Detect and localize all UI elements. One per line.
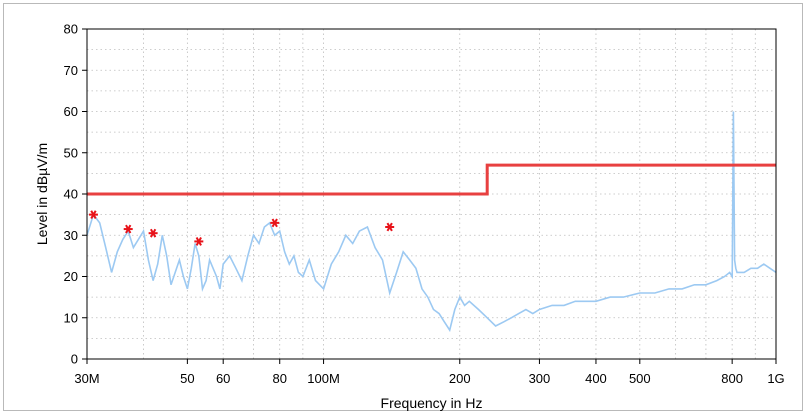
x-tick-label: 60: [216, 371, 230, 386]
marker-stroke: [271, 218, 278, 228]
peak-marker: [88, 210, 98, 220]
peak-marker: [194, 237, 204, 246]
x-tick-label: 100M: [307, 371, 340, 386]
x-tick-label: 80: [272, 371, 286, 386]
y-tick-label: 0: [71, 352, 78, 367]
y-tick-label: 70: [64, 63, 78, 78]
y-tick-label: 60: [64, 104, 78, 119]
x-tick-label: 30M: [74, 371, 99, 386]
y-tick-label: 20: [64, 269, 78, 284]
x-tick-label: 50: [180, 371, 194, 386]
marker-stroke: [195, 237, 202, 246]
y-tick-label: 80: [64, 22, 78, 37]
y-tick-label: 10: [64, 310, 78, 325]
y-tick-label: 30: [64, 228, 78, 243]
x-axis-label: Frequency in Hz: [381, 395, 483, 411]
peak-markers: [88, 210, 395, 246]
y-tick-label: 50: [64, 145, 78, 160]
x-tick-label: 300: [529, 371, 551, 386]
x-tick-label: 800: [721, 371, 743, 386]
measurement-trace: [86, 111, 777, 333]
marker-stroke: [386, 222, 393, 232]
grid: [87, 29, 776, 359]
marker-stroke: [149, 228, 157, 238]
y-axis-ticks: 0 10 20 30 40 50 60 70 80: [64, 22, 87, 367]
y-tick-label: 40: [64, 187, 78, 202]
chart-frame: [3, 3, 803, 411]
peak-marker: [270, 218, 280, 228]
marker-stroke: [90, 210, 97, 220]
x-tick-label: 1G: [767, 371, 784, 386]
peak-marker: [385, 222, 395, 232]
marker-stroke: [125, 224, 132, 234]
x-tick-label: 200: [449, 371, 471, 386]
plot-lines: [86, 111, 777, 333]
peak-marker: [148, 228, 158, 238]
x-axis-ticks: 30M 50 60 80 100M 200 300 400 500 800 1G: [74, 359, 785, 386]
limit-line: [87, 163, 776, 196]
x-tick-label: 500: [629, 371, 651, 386]
peak-marker: [123, 224, 133, 234]
x-tick-label: 400: [585, 371, 607, 386]
y-axis-label: Level in dBµV/m: [34, 143, 50, 245]
